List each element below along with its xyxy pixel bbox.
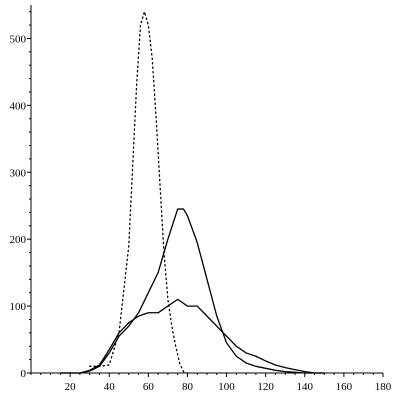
series-line-2 bbox=[60, 208, 325, 374]
x-tick-label: 140 bbox=[297, 381, 314, 393]
x-tick-label: 160 bbox=[336, 381, 353, 393]
y-tick-label: 400 bbox=[10, 100, 27, 112]
x-tick-label: 60 bbox=[143, 381, 155, 393]
x-tick-label: 180 bbox=[375, 381, 392, 393]
x-tick-label: 20 bbox=[65, 381, 77, 393]
y-axis-ticks: 0 100 200 300 400 500 bbox=[10, 11, 31, 380]
series-layer bbox=[60, 11, 325, 374]
x-tick-label: 40 bbox=[104, 381, 116, 393]
x-tick-label: 100 bbox=[218, 381, 235, 393]
series-line-3 bbox=[60, 298, 325, 374]
y-tick-label: 100 bbox=[10, 301, 27, 313]
axes bbox=[30, 5, 383, 374]
y-tick-label: 200 bbox=[10, 234, 27, 246]
series-line-1 bbox=[89, 11, 189, 374]
x-tick-label: 120 bbox=[257, 381, 274, 393]
x-tick-label: 80 bbox=[182, 381, 194, 393]
y-tick-label: 500 bbox=[10, 33, 27, 45]
y-tick-label: 0 bbox=[21, 368, 27, 380]
y-tick-label: 300 bbox=[10, 167, 27, 179]
x-axis-ticks: 20 40 60 80 100 120 140 160 180 bbox=[30, 373, 392, 393]
